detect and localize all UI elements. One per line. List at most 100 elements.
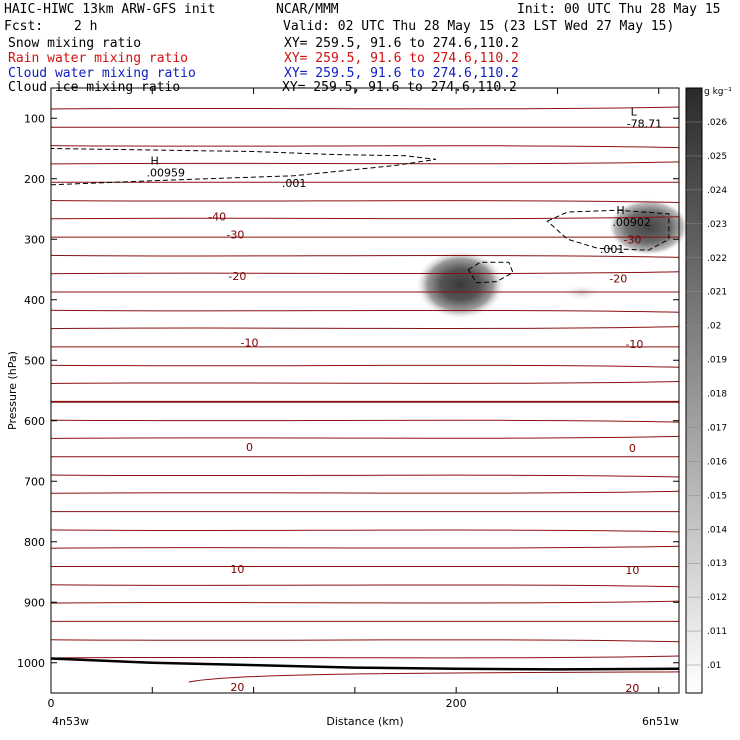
field-name-cloud-water: Cloud water mixing ratio [8,66,196,81]
y-tick-label: 400 [24,294,45,307]
temperature-label: 20 [230,681,244,694]
extremum-letter: H [150,155,158,168]
field-name-snow: Snow mixing ratio [8,36,142,51]
plot-frame [50,87,680,694]
temperature-label: -30 [226,228,244,241]
temperature-label: -20 [609,273,627,286]
chart-org: NCAR/MMM [276,2,339,17]
colorbar-level-label: .019 [707,356,727,366]
temperature-label: -10 [241,337,259,350]
colorbar: .01 .011 .012 .013 .014 .015 .016 .017 .018 .019.… [685,87,732,694]
isotherm-line [50,381,680,384]
dashed-contour [467,261,514,284]
valid-time: Valid: 02 UTC Thu 28 May 15 (23 LST Wed … [283,19,675,34]
chart-title: HAIC-HIWC 13km ARW-GFS init [4,2,216,17]
isotherm-line [50,309,680,313]
isotherm-line [50,584,680,588]
cloud-ice-contours [50,148,670,284]
y-tick-label: 800 [24,536,45,549]
y-tick-label: 700 [24,475,45,488]
colorbar-level-label: .012 [707,593,727,603]
field-xy-rain: XY= 259.5, 91.6 to 274.6,110.2 [284,51,519,66]
y-tick-label: 500 [24,354,45,367]
fcst-value: 2 h [74,19,98,34]
y-tick-label: 600 [24,415,45,428]
ground-surface-line [50,657,680,671]
isotherm-line [50,200,680,203]
y-tick-label: 900 [24,596,45,609]
field-name-rain: Rain water mixing ratio [8,51,189,66]
temperature-label: 20 [625,682,639,695]
colorbar-level-label: .018 [707,390,727,400]
dashed-contour [546,209,670,251]
isotherm-line [50,639,680,643]
y-tick-label: 1000 [17,657,45,670]
isotherm-line [50,490,680,494]
extremum-value: .00902 [612,216,651,229]
field-xy-cloud-water: XY= 259.5, 91.6 to 274.6,110.2 [284,66,519,81]
dashed-contour-label: .001 [282,177,307,190]
colorbar-units: g kg⁻¹ [704,87,732,97]
colorbar-level-label: .02 [707,322,721,332]
colorbar-level-label: .011 [707,627,727,637]
colorbar-level-label: .015 [707,491,727,501]
shaded-maximum [608,199,689,256]
isotherm-line [50,216,680,220]
isotherm-line [50,419,680,423]
colorbar-level-label: .026 [707,118,727,128]
temperature-label: -20 [228,270,246,283]
isotherm-line [50,106,680,110]
temperature-label: -10 [625,338,643,351]
dashed-contour [50,148,436,186]
extremum-letter: L [631,106,638,119]
colorbar-level-label: .014 [707,525,727,535]
colorbar-level-label: .017 [707,423,727,433]
isotherm-line [50,600,680,604]
colorbar-level-label: .025 [707,152,727,162]
extremum-letter: H [616,204,624,217]
temperature-label: -30 [623,233,641,246]
field-xy-cloud-ice: XY= 259.5, 91.6 to 274.6,110.2 [282,80,517,95]
init-time: Init: 00 UTC Thu 28 May 15 [517,2,721,17]
isotherm-line [188,671,680,683]
x-left-endpoint: 4n53w [52,715,89,728]
y-tick-label: 200 [24,173,45,186]
dashed-contour-label: .001 [600,243,625,256]
isotherm-line [50,364,680,368]
colorbar-level-label: .016 [707,457,727,467]
isotherm-line [50,271,680,275]
isotherm-line [50,161,680,165]
field-xy-snow: XY= 259.5, 91.6 to 274.6,110.2 [284,36,519,51]
extremum-value: .00959 [146,167,185,180]
y-tick-label: 300 [24,233,45,246]
colorbar-level-label: .022 [707,254,727,264]
isotherm-line [50,545,680,549]
x-tick-label: 0 [48,697,55,710]
temperature-contours [50,106,680,683]
x-tick-label: 200 [446,697,467,710]
isotherm-line [50,254,680,258]
shaded-maximum [416,250,505,319]
temperature-label: 0 [629,442,636,455]
colorbar-level-label: .024 [707,186,727,196]
fcst-label: Fcst: [4,19,44,34]
temperature-label: 10 [625,564,639,577]
isotherm-line [50,655,680,659]
extremum-value: -78.71 [627,118,662,131]
y-axis-label: Pressure (hPa) [6,351,19,430]
temperature-label: -40 [208,210,226,223]
mixing-ratio-shading [416,199,689,319]
colorbar-level-label: .01 [707,661,721,671]
colorbar-ramp [685,87,703,694]
x-axis-label: Distance (km) [326,715,403,728]
isotherm-line [50,474,680,478]
isotherm-line [50,326,680,330]
temperature-label: 0 [246,441,253,454]
colorbar-level-label: .023 [707,220,727,230]
colorbar-level-label: .013 [707,559,727,569]
temperature-label: 10 [230,563,244,576]
terrain-line [50,657,680,671]
